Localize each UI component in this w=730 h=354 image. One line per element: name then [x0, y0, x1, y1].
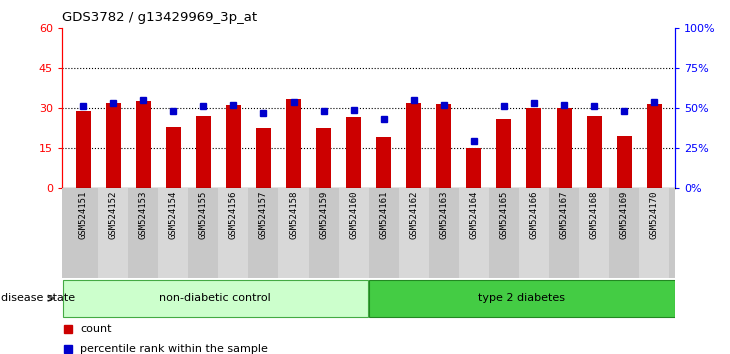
Text: GSM524160: GSM524160	[349, 190, 358, 239]
Text: GSM524168: GSM524168	[590, 190, 599, 239]
Bar	[346, 117, 361, 188]
Bar	[549, 188, 579, 278]
Text: GSM524161: GSM524161	[379, 190, 388, 239]
Text: non-diabetic control: non-diabetic control	[159, 293, 272, 303]
Text: type 2 diabetes: type 2 diabetes	[478, 293, 566, 303]
Text: GSM524167: GSM524167	[559, 190, 569, 239]
Bar	[226, 105, 241, 188]
Bar	[309, 188, 339, 278]
Bar	[466, 148, 481, 188]
Bar	[166, 127, 181, 188]
Bar	[188, 188, 218, 278]
Bar	[369, 188, 399, 278]
Text: GSM524152: GSM524152	[109, 190, 118, 239]
Bar	[429, 188, 459, 278]
Text: percentile rank within the sample: percentile rank within the sample	[80, 344, 269, 354]
Bar	[609, 188, 639, 278]
Bar	[286, 99, 301, 188]
FancyBboxPatch shape	[63, 280, 368, 316]
Bar	[316, 128, 331, 188]
Bar	[339, 188, 369, 278]
Text: GSM524153: GSM524153	[139, 190, 147, 239]
Text: GSM524154: GSM524154	[169, 190, 178, 239]
Bar	[459, 188, 489, 278]
Bar	[248, 188, 278, 278]
Bar	[639, 188, 669, 278]
Text: GSM524151: GSM524151	[79, 190, 88, 239]
Bar	[647, 104, 661, 188]
Text: GSM524159: GSM524159	[319, 190, 328, 239]
Bar	[579, 188, 609, 278]
Bar	[556, 108, 572, 188]
Bar	[98, 188, 128, 278]
Text: disease state: disease state	[1, 293, 76, 303]
Text: GSM524163: GSM524163	[439, 190, 448, 239]
Bar	[256, 128, 271, 188]
Text: GSM524170: GSM524170	[650, 190, 658, 239]
Bar	[196, 116, 211, 188]
Text: count: count	[80, 324, 112, 334]
Text: GSM524165: GSM524165	[499, 190, 508, 239]
FancyBboxPatch shape	[369, 280, 675, 316]
Text: GDS3782 / g13429969_3p_at: GDS3782 / g13429969_3p_at	[62, 11, 257, 24]
Bar	[76, 111, 91, 188]
Bar	[587, 116, 602, 188]
Bar	[617, 136, 631, 188]
Bar	[376, 137, 391, 188]
Bar	[437, 104, 451, 188]
Text: GSM524162: GSM524162	[410, 190, 418, 239]
Bar	[136, 101, 150, 188]
Bar	[399, 188, 429, 278]
Text: GSM524166: GSM524166	[529, 190, 539, 239]
Text: GSM524156: GSM524156	[229, 190, 238, 239]
Text: GSM524155: GSM524155	[199, 190, 208, 239]
Bar	[406, 103, 421, 188]
Bar	[278, 188, 309, 278]
Bar	[496, 119, 512, 188]
Bar	[489, 188, 519, 278]
Bar	[158, 188, 188, 278]
Bar	[526, 108, 542, 188]
Text: GSM524164: GSM524164	[469, 190, 478, 239]
Text: GSM524158: GSM524158	[289, 190, 298, 239]
Bar	[218, 188, 248, 278]
Text: GSM524157: GSM524157	[259, 190, 268, 239]
Text: GSM524169: GSM524169	[620, 190, 629, 239]
Bar	[519, 188, 549, 278]
Bar	[128, 188, 158, 278]
Bar	[68, 188, 98, 278]
Bar	[106, 103, 120, 188]
